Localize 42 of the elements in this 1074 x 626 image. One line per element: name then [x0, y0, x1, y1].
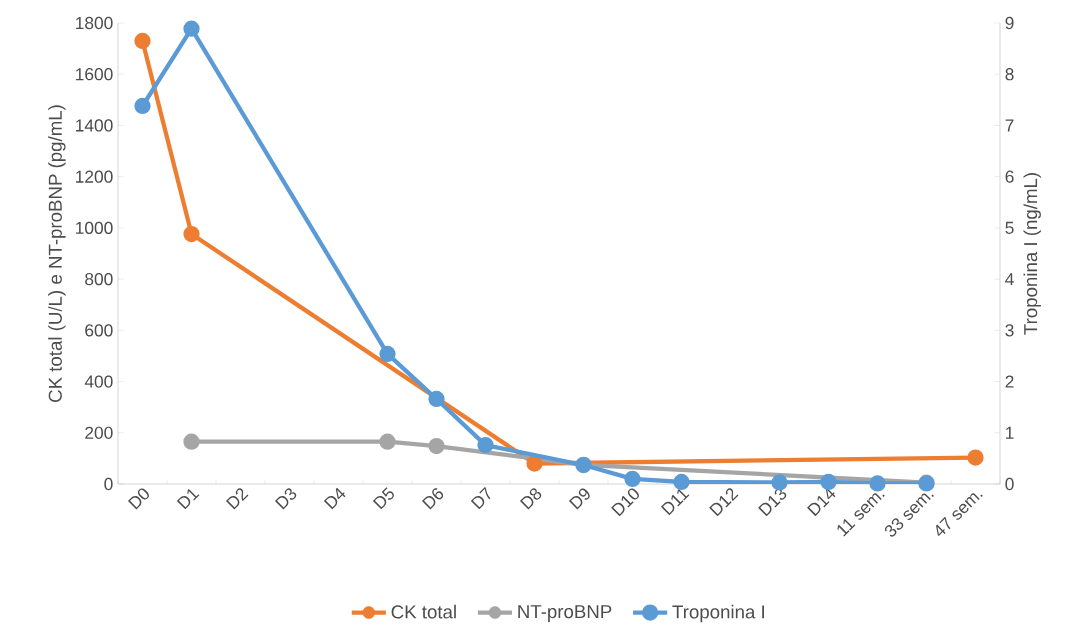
y2-tick-label: 2	[1005, 375, 1014, 388]
x-tick-label: D7	[470, 487, 491, 510]
y2-tick-label: 0	[1005, 478, 1014, 491]
y2-tick-label: 6	[1005, 170, 1014, 183]
x-tick-label: D1	[176, 489, 200, 510]
x-tick-label: D12	[709, 488, 739, 517]
y2-tick-label: 5	[1005, 222, 1014, 235]
y2-tick-label: 1	[1006, 426, 1014, 439]
x-tick-label: D6	[421, 488, 444, 510]
x-tick-label: D8	[519, 488, 542, 510]
y-tick-label: 1600	[76, 68, 113, 81]
x-tick-label: 11 sem.	[837, 493, 885, 537]
x-tick-label: D11	[660, 489, 690, 516]
legend-label: CK total	[391, 604, 456, 619]
legend-label: NT-proBNP	[518, 605, 612, 623]
y2-tick-label: 9	[1005, 17, 1014, 30]
x-tick-label: D14	[807, 487, 836, 517]
x-tick-label: D5	[372, 487, 394, 510]
y-tick-label: 1200	[76, 170, 113, 183]
y2-tick-label: 8	[1005, 68, 1014, 81]
x-tick-label: D10	[611, 488, 639, 517]
y-tick-label: 1800	[76, 17, 113, 30]
x-tick-label: 47 sem.	[936, 493, 983, 537]
y-tick-label: 400	[84, 375, 113, 388]
x-tick-label: 33 sem.	[884, 493, 934, 537]
y2-tick-label: 4	[1005, 273, 1014, 286]
x-tick-label: D9	[568, 488, 590, 510]
y2-tick-label: 3	[1005, 324, 1014, 337]
y2-axis-title: Troponina I (ng/mL)	[1023, 173, 1041, 335]
y2-tick-label: 7	[1005, 119, 1014, 132]
y-axis-title: CK total (U/L) e NT-proBNP (pg/mL)	[48, 105, 66, 403]
legend-label: Troponina I	[672, 604, 764, 623]
y-tick-label: 0	[104, 478, 113, 491]
y-tick-label: 1400	[76, 119, 113, 132]
y-tick-label: 1000	[76, 221, 113, 235]
x-tick-label: D2	[225, 488, 249, 510]
x-tick-label: D3	[274, 488, 297, 510]
y-tick-label: 600	[85, 324, 113, 337]
x-tick-label: D4	[323, 487, 346, 510]
y-tick-label: 800	[85, 273, 113, 286]
y-tick-label: 200	[85, 426, 113, 440]
x-tick-label: D0	[127, 488, 149, 510]
